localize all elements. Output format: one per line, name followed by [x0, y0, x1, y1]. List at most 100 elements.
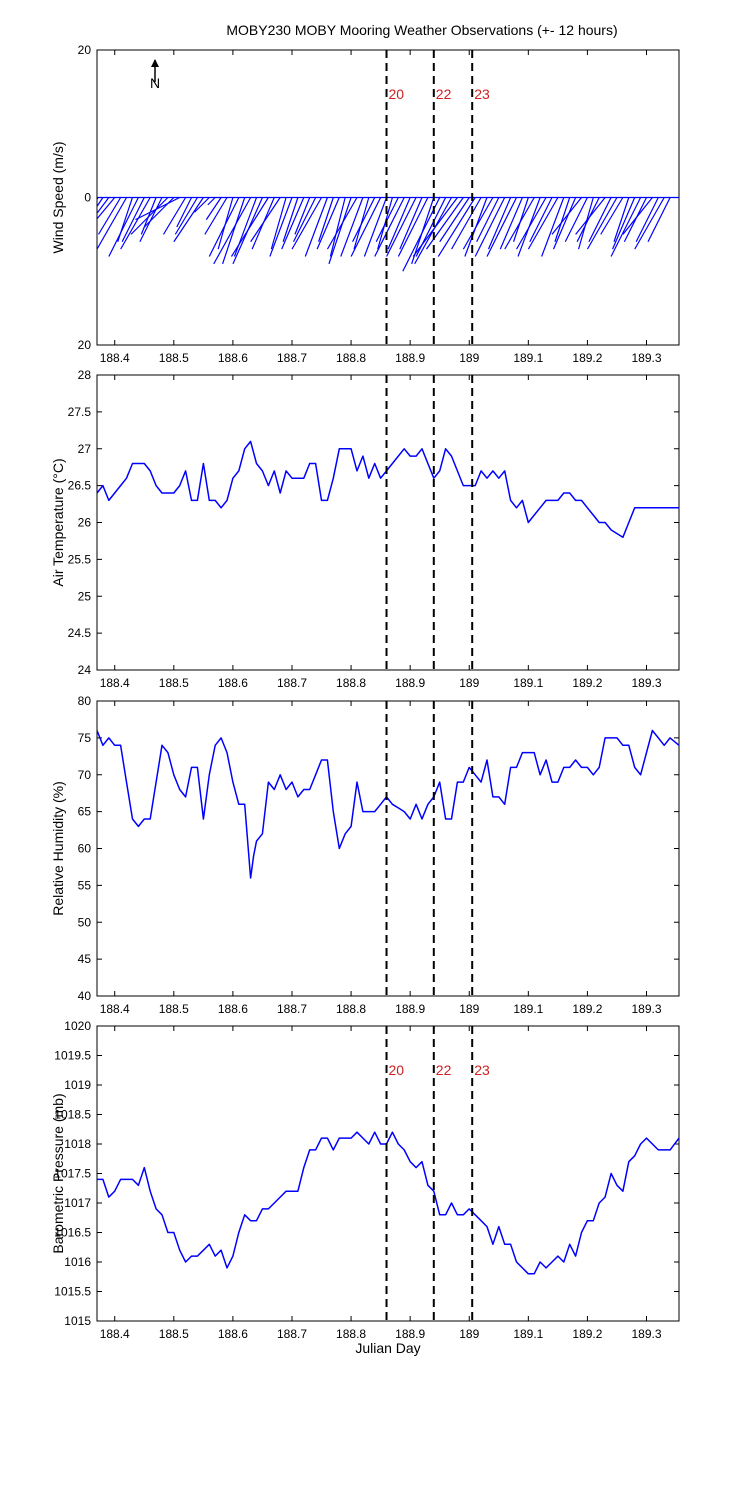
y-tick-label: 20: [78, 43, 92, 57]
wind-stick: [230, 197, 269, 257]
y-axis-label: Wind Speed (m/s): [50, 141, 66, 253]
wind-stick: [326, 197, 358, 250]
wind-stick: [97, 197, 128, 250]
panel-1: 188.4 188.5 188.6 188.7 188.8 188.9 189 189.1 18…: [50, 43, 680, 365]
x-tick-label: 188.8: [336, 351, 366, 365]
x-tick-label: 188.7: [277, 1002, 307, 1016]
wind-stick: [412, 197, 458, 257]
wind-stick: [97, 197, 104, 208]
y-axis-label: Air Temperature (°C): [50, 458, 66, 586]
wind-stick: [363, 197, 388, 257]
wind-stick: [282, 197, 299, 242]
north-label: N: [150, 75, 160, 91]
y-tick-label: 1019: [64, 1078, 91, 1092]
wind-stick: [386, 197, 417, 257]
wind-stick: [635, 197, 659, 243]
x-tick-label: 188.7: [277, 676, 307, 690]
plot-frame: [96, 374, 680, 671]
y-tick-label: 1016.5: [54, 1226, 91, 1240]
series-group: [97, 440, 679, 539]
figure-title: MOBY230 MOBY Mooring Weather Observation…: [226, 22, 618, 38]
event-label: 23: [474, 86, 490, 102]
x-tick-label: 189: [459, 1327, 479, 1341]
y-tick-label: 20: [78, 338, 92, 352]
wind-stick: [541, 197, 565, 257]
y-tick-label: 1015.5: [54, 1285, 91, 1299]
wind-stick: [294, 197, 311, 235]
y-tick-label: 70: [78, 768, 92, 782]
x-tick-label: 189.3: [631, 1327, 661, 1341]
x-tick-label: 188.9: [395, 351, 425, 365]
north-arrow-head: [151, 59, 159, 67]
y-tick-label: 0: [84, 191, 91, 205]
event-label: 22: [436, 86, 452, 102]
wind-stick: [439, 197, 470, 243]
y-axis-label: Relative Humidity (%): [50, 781, 66, 916]
y-tick-label: 25: [78, 589, 92, 603]
wind-stick: [425, 197, 464, 250]
y-tick-label: 25.5: [68, 552, 92, 566]
wind-stick: [529, 197, 553, 243]
wind-stick: [487, 197, 512, 250]
x-tick-label: 188.8: [336, 1002, 366, 1016]
y-tick-label: 24: [78, 663, 92, 677]
x-tick-label: 188.4: [100, 351, 130, 365]
x-tick-label: 189: [459, 351, 479, 365]
wind-stick: [527, 197, 559, 250]
plot-frame: [96, 700, 680, 997]
wind-stick: [176, 197, 193, 228]
y-tick-label: 1020: [64, 1019, 91, 1033]
x-tick-label: 188.4: [100, 1327, 130, 1341]
wind-stick: [622, 197, 653, 235]
y-tick-label: 1016: [64, 1255, 91, 1269]
wind-stick: [476, 197, 500, 243]
event-label: 20: [389, 86, 405, 102]
x-tick-label: 189.2: [572, 1327, 602, 1341]
wind-stick: [554, 197, 571, 242]
wind-stick: [328, 197, 352, 265]
y-tick-label: 27: [78, 442, 92, 456]
x-tick-label: 188.4: [100, 676, 130, 690]
wind-stick: [634, 197, 665, 250]
x-tick-label: 188.8: [336, 1327, 366, 1341]
x-tick-label: 188.6: [218, 351, 248, 365]
x-tick-label: 188.7: [277, 351, 307, 365]
wind-stick: [462, 197, 494, 250]
wind-stick: [162, 197, 187, 235]
wind-stick: [613, 197, 630, 242]
y-tick-label: 28: [78, 368, 92, 382]
wind-stick: [108, 197, 139, 257]
wind-stick: [281, 197, 305, 250]
wind-stick: [647, 197, 671, 243]
wind-stick: [504, 197, 535, 250]
wind-stick: [551, 197, 582, 235]
wind-stick: [270, 197, 287, 250]
wind-stick: [552, 197, 577, 250]
event-label: 22: [436, 1062, 452, 1078]
x-tick-label: 189.3: [631, 676, 661, 690]
x-tick-label: 188.5: [159, 676, 189, 690]
y-tick-label: 26: [78, 516, 92, 530]
x-tick-label: 188.5: [159, 1327, 189, 1341]
wind-stick: [97, 197, 122, 235]
wind-stick: [121, 197, 145, 243]
x-tick-label: 188.9: [395, 1327, 425, 1341]
x-tick-label: 189.3: [631, 351, 661, 365]
wind-stick: [318, 197, 334, 242]
y-tick-label: 1018.5: [54, 1108, 91, 1122]
wind-stick: [499, 197, 523, 250]
y-tick-label: 24.5: [68, 626, 92, 640]
panel-2: 188.4 188.5 188.6 188.7 188.8 188.9 189 189.1 18…: [50, 368, 680, 690]
wind-stick: [204, 197, 228, 235]
wind-stick: [600, 197, 624, 235]
y-axis-label: Barometric Pressure (mb): [50, 1093, 66, 1253]
wind-stick: [97, 197, 116, 220]
x-tick-label: 188.9: [395, 1002, 425, 1016]
wind-stick: [451, 197, 482, 250]
wind-stick: [120, 197, 151, 250]
wind-stick: [588, 197, 612, 243]
y-tick-label: 1018: [64, 1137, 91, 1151]
wind-stick: [143, 197, 175, 228]
